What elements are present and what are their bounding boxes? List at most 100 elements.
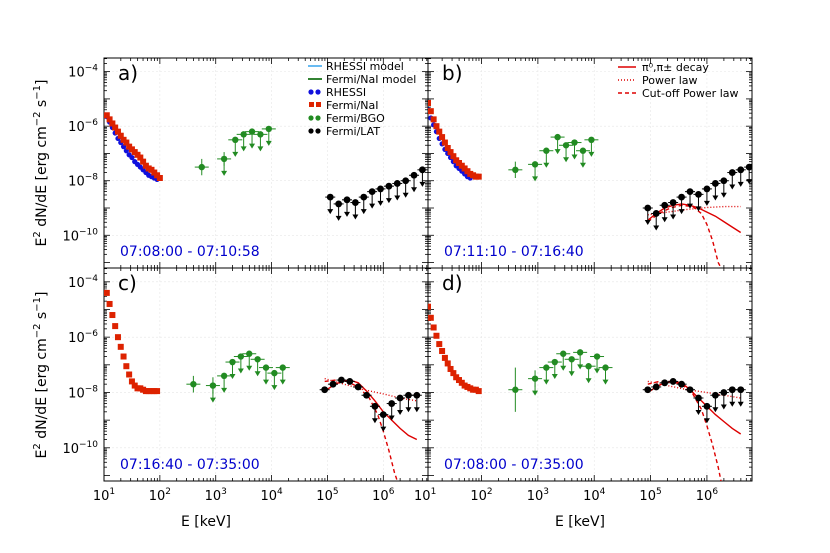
lat-point <box>720 389 728 396</box>
bgo-point <box>585 363 592 370</box>
lat-point <box>385 182 393 190</box>
x-ticks <box>103 268 428 481</box>
upper-limit-arrow <box>712 195 719 201</box>
bgo-point <box>543 364 550 371</box>
nai-point <box>117 343 124 350</box>
nai-point <box>154 388 161 395</box>
lat-point <box>368 188 376 196</box>
nai-point <box>104 289 110 296</box>
pion-decay-curve <box>647 203 742 234</box>
lat-point <box>669 199 677 206</box>
nai-point <box>109 312 116 319</box>
y-tick-label-exp: −6 <box>85 329 99 339</box>
nai-point <box>430 116 437 123</box>
legend-label: RHESSI model <box>326 60 404 73</box>
nai-point <box>433 332 440 339</box>
bgo-point <box>198 163 205 171</box>
x-tick-label-base: 10 <box>639 489 656 504</box>
upper-limit-arrow <box>670 214 677 220</box>
upper-limit-arrow <box>209 397 216 403</box>
upper-limit-arrow <box>568 371 575 377</box>
data-layer <box>428 100 752 268</box>
upper-limit-arrow <box>397 410 404 416</box>
lat-point <box>678 193 685 201</box>
nai-point <box>439 134 446 141</box>
x-tick-label-exp: 5 <box>333 487 339 497</box>
panel-label: a) <box>118 61 138 85</box>
panel-frame <box>427 267 753 482</box>
panel-label: c) <box>118 271 137 295</box>
nai-point <box>126 371 133 378</box>
lat-point <box>737 386 745 394</box>
lat-point <box>346 378 354 385</box>
nai-point <box>123 139 130 146</box>
nai-point <box>137 154 144 161</box>
upper-limit-arrow <box>279 379 286 385</box>
upper-limit-arrow <box>352 214 359 220</box>
x-tick-label-exp: 2 <box>165 487 171 497</box>
y-axis-title-part: −1 <box>32 85 43 100</box>
x-tick-label-base: 10 <box>205 489 222 504</box>
x-tick-label: 102 <box>470 487 492 504</box>
x-tick-label-base: 10 <box>696 489 713 504</box>
bgo-point <box>588 136 595 144</box>
upper-limit-arrow <box>571 154 578 160</box>
x-tick-label: 102 <box>149 487 171 504</box>
upper-limit-arrow <box>661 217 668 223</box>
lat-point <box>321 386 329 394</box>
upper-limit-arrow <box>737 401 744 407</box>
upper-limit-arrow <box>385 198 392 204</box>
upper-limit-arrow <box>377 200 384 206</box>
upper-limit-arrow <box>577 364 584 370</box>
lat-point <box>363 391 370 399</box>
y-tick-label-base: 10 <box>68 276 85 291</box>
lat-point <box>669 378 677 385</box>
y-tick-label-base: 10 <box>62 442 79 457</box>
lat-point <box>413 391 421 399</box>
nai-point <box>441 139 448 146</box>
bgo-point <box>531 375 539 382</box>
nai-point <box>450 370 457 377</box>
y-axis-title-part: s <box>34 312 50 324</box>
nai-point <box>140 158 147 165</box>
lat-point <box>678 380 685 388</box>
lat-point <box>711 180 719 187</box>
bgo-point <box>543 147 550 154</box>
lat-point <box>354 383 362 391</box>
bgo-point <box>562 142 570 149</box>
lat-point <box>644 386 652 394</box>
time-range-label: 07:16:40 - 07:35:00 <box>120 457 260 473</box>
nai-point <box>436 128 443 135</box>
x-tick-label-base: 10 <box>260 489 277 504</box>
upper-limit-arrow <box>746 179 752 185</box>
upper-limit-arrow <box>594 368 601 374</box>
x-tick-label-base: 10 <box>414 489 431 504</box>
y-tick-label: 10−8 <box>68 173 98 190</box>
legend-circle-swatch <box>315 115 321 121</box>
x-tick-label-exp: 1 <box>109 487 115 497</box>
bgo-point <box>229 358 236 366</box>
y-tick-label-base: 10 <box>68 66 85 81</box>
bgo-point <box>246 350 253 357</box>
upper-limit-arrow <box>257 146 264 152</box>
x-tick-label: 105 <box>316 487 338 504</box>
y-ticks <box>104 268 428 476</box>
lat-point <box>711 391 719 399</box>
nai-point <box>430 324 437 331</box>
y-tick-label-base: 10 <box>68 331 85 346</box>
nai-point <box>475 388 482 395</box>
lat-point <box>695 394 702 402</box>
time-range-label: 07:11:10 - 07:16:40 <box>444 244 584 260</box>
upper-limit-arrow <box>551 374 558 380</box>
bgo-point <box>571 139 578 146</box>
panel-a: 10−410−610−810−10a)07:08:00 - 07:10:58 <box>62 57 429 269</box>
legend-label: Fermi/NaI model <box>326 73 416 86</box>
lat-point <box>351 199 359 206</box>
bgo-point <box>560 350 567 357</box>
bgo-point <box>271 369 278 377</box>
lat-point <box>335 200 343 208</box>
